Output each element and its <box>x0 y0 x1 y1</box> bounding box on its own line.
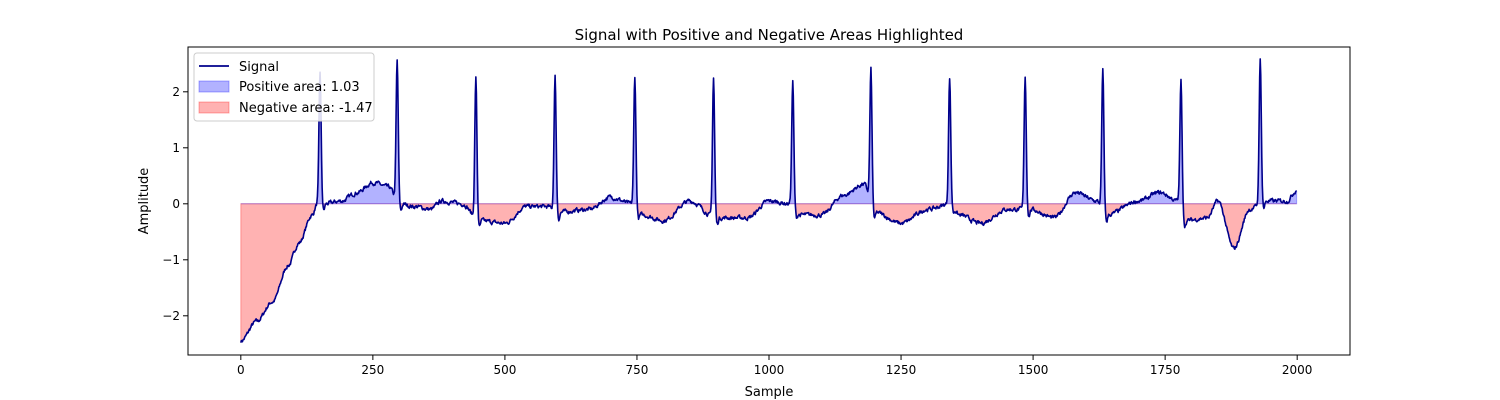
x-tick-label: 1500 <box>1018 363 1049 377</box>
y-tick-label: 1 <box>172 141 180 155</box>
x-tick-label: 1000 <box>754 363 785 377</box>
legend: Signal Positive area: 1.03 Negative area… <box>193 52 375 122</box>
y-axis-ticks: −2 −1 0 1 2 <box>162 85 188 323</box>
negative-area-fill <box>240 202 1297 343</box>
legend-negative-swatch <box>198 101 230 114</box>
y-tick-label: 0 <box>172 197 180 211</box>
x-tick-label: 0 <box>237 363 245 377</box>
y-axis-label: Amplitude <box>137 168 152 235</box>
chart-title: Signal with Positive and Negative Areas … <box>575 26 964 44</box>
legend-negative-label: Negative area: -1.47 <box>239 101 373 116</box>
legend-box <box>193 52 375 122</box>
y-tick-label: −1 <box>162 253 180 267</box>
x-tick-label: 750 <box>626 363 649 377</box>
x-tick-label: 1250 <box>886 363 917 377</box>
x-axis-ticks: 0 250 500 750 1000 1250 1500 1750 2000 <box>237 355 1312 377</box>
x-tick-label: 500 <box>493 363 516 377</box>
x-axis-label: Sample <box>745 385 794 400</box>
y-tick-label: 2 <box>172 85 180 99</box>
plot-area <box>240 58 1298 343</box>
x-tick-label: 2000 <box>1282 363 1313 377</box>
x-tick-label: 250 <box>361 363 384 377</box>
legend-positive-label: Positive area: 1.03 <box>239 80 360 95</box>
x-tick-label: 1750 <box>1150 363 1181 377</box>
legend-signal-label: Signal <box>239 60 279 75</box>
y-tick-label: −2 <box>162 309 180 323</box>
legend-positive-swatch <box>198 80 230 93</box>
signal-line <box>240 58 1297 343</box>
